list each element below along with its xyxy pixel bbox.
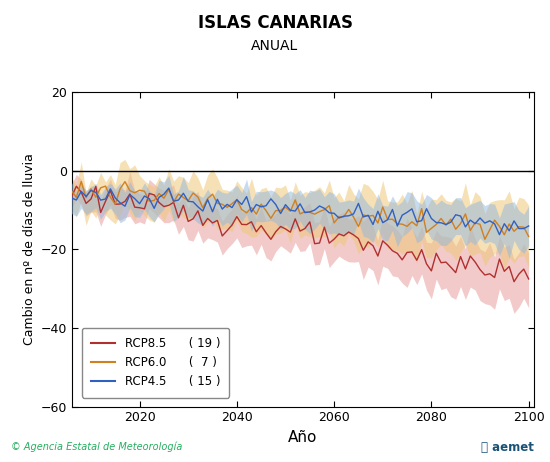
Text: ANUAL: ANUAL bbox=[251, 39, 299, 53]
Text: ISLAS CANARIAS: ISLAS CANARIAS bbox=[197, 14, 353, 32]
Y-axis label: Cambio en nº de días de lluvia: Cambio en nº de días de lluvia bbox=[23, 153, 36, 346]
Legend: RCP8.5      ( 19 ), RCP6.0      (  7 ), RCP4.5      ( 15 ): RCP8.5 ( 19 ), RCP6.0 ( 7 ), RCP4.5 ( 15… bbox=[82, 328, 229, 397]
Text: © Agencia Estatal de Meteorología: © Agencia Estatal de Meteorología bbox=[11, 441, 183, 452]
Text: ⭢ aemet: ⭢ aemet bbox=[481, 441, 534, 454]
X-axis label: Año: Año bbox=[288, 430, 317, 445]
